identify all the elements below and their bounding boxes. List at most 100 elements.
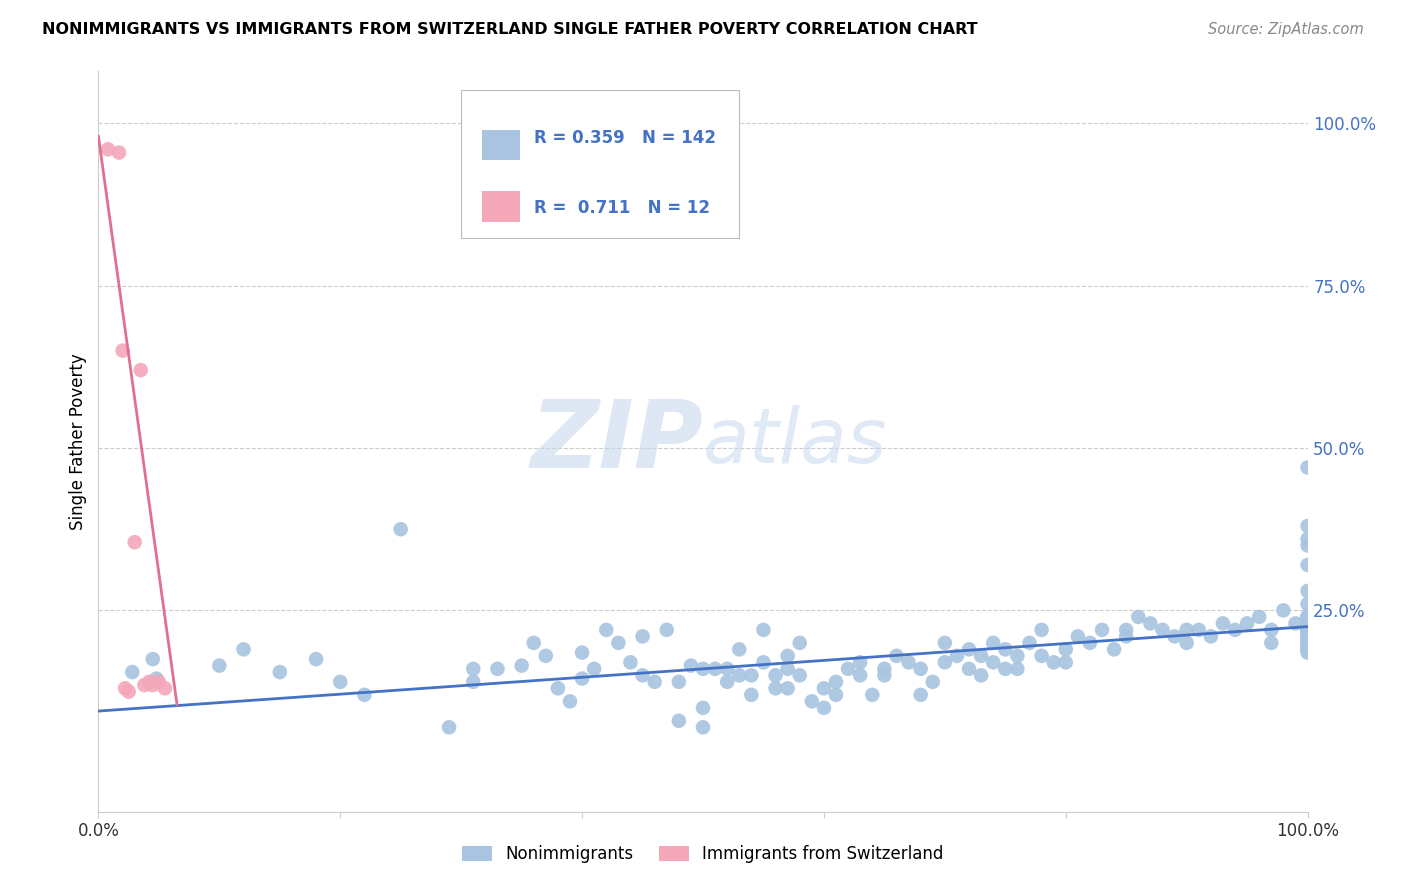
Point xyxy=(1296,632,1319,647)
Point xyxy=(138,674,160,689)
Point xyxy=(1115,623,1137,637)
Legend: Nonimmigrants, Immigrants from Switzerland: Nonimmigrants, Immigrants from Switzerla… xyxy=(456,838,950,870)
Point xyxy=(305,652,328,666)
Point xyxy=(1054,656,1077,670)
Point xyxy=(121,665,143,679)
Point xyxy=(486,662,509,676)
Point xyxy=(1296,597,1319,611)
Point xyxy=(1260,636,1282,650)
Point xyxy=(837,662,859,676)
Point xyxy=(970,668,993,682)
Point xyxy=(631,629,654,643)
Point xyxy=(118,684,141,698)
Point xyxy=(1042,656,1064,670)
Point xyxy=(679,658,702,673)
Point xyxy=(1007,662,1029,676)
Point xyxy=(1175,636,1198,650)
Point xyxy=(607,636,630,650)
Point xyxy=(1296,639,1319,653)
Point xyxy=(1296,642,1319,657)
Point xyxy=(994,642,1017,657)
Point xyxy=(142,652,165,666)
Point xyxy=(232,642,254,657)
Point xyxy=(1175,623,1198,637)
Point xyxy=(752,656,775,670)
Point xyxy=(910,688,932,702)
Point xyxy=(886,648,908,663)
Point xyxy=(1296,610,1319,624)
Point xyxy=(957,662,980,676)
Point xyxy=(595,623,617,637)
Point xyxy=(523,636,546,650)
Point xyxy=(728,668,751,682)
Point xyxy=(1163,629,1185,643)
Point xyxy=(970,648,993,663)
Point xyxy=(1199,629,1222,643)
Point xyxy=(571,646,593,660)
Point xyxy=(981,636,1004,650)
Point xyxy=(994,662,1017,676)
Text: Source: ZipAtlas.com: Source: ZipAtlas.com xyxy=(1208,22,1364,37)
Point xyxy=(655,623,678,637)
Point xyxy=(1296,636,1319,650)
Point xyxy=(1296,583,1319,598)
Point xyxy=(1296,610,1319,624)
Point xyxy=(897,656,920,670)
Point xyxy=(145,672,167,686)
Point xyxy=(1031,623,1053,637)
Point xyxy=(1091,623,1114,637)
Point xyxy=(1054,642,1077,657)
Point xyxy=(1296,532,1319,546)
Point xyxy=(1152,623,1174,637)
Point xyxy=(825,688,848,702)
Y-axis label: Single Father Poverty: Single Father Poverty xyxy=(69,353,87,530)
Point xyxy=(463,674,485,689)
Point xyxy=(873,662,896,676)
Point xyxy=(740,668,762,682)
Point xyxy=(957,642,980,657)
Point xyxy=(389,522,412,536)
Point xyxy=(1284,616,1306,631)
Point xyxy=(789,668,811,682)
Point xyxy=(97,142,120,156)
Text: NONIMMIGRANTS VS IMMIGRANTS FROM SWITZERLAND SINGLE FATHER POVERTY CORRELATION C: NONIMMIGRANTS VS IMMIGRANTS FROM SWITZER… xyxy=(42,22,977,37)
Point xyxy=(825,674,848,689)
Point xyxy=(860,688,883,702)
Point xyxy=(583,662,606,676)
Point xyxy=(716,674,738,689)
Point xyxy=(704,662,727,676)
Point xyxy=(1296,610,1319,624)
Point xyxy=(153,681,176,696)
Point xyxy=(1223,623,1246,637)
Point xyxy=(208,658,231,673)
Point xyxy=(353,688,375,702)
Point xyxy=(728,642,751,657)
Point xyxy=(558,694,581,708)
Point xyxy=(765,681,787,696)
Point xyxy=(934,636,956,650)
Point xyxy=(1296,623,1319,637)
Point xyxy=(124,535,146,549)
Point xyxy=(1296,623,1319,637)
Point xyxy=(910,662,932,676)
FancyBboxPatch shape xyxy=(461,90,740,238)
Point xyxy=(1115,629,1137,643)
Point xyxy=(1007,648,1029,663)
Point xyxy=(813,681,835,696)
Point xyxy=(1296,623,1319,637)
Point xyxy=(510,658,533,673)
Point xyxy=(1296,460,1319,475)
Point xyxy=(776,662,799,676)
Text: R = 0.359   N = 142: R = 0.359 N = 142 xyxy=(534,129,716,147)
Point xyxy=(1296,646,1319,660)
Point xyxy=(1296,519,1319,533)
Point xyxy=(1296,616,1319,631)
Point xyxy=(114,681,136,696)
Point xyxy=(1067,629,1090,643)
Point xyxy=(619,656,641,670)
Point xyxy=(668,714,690,728)
Point xyxy=(849,656,872,670)
Point xyxy=(134,678,156,692)
Point xyxy=(644,674,666,689)
Point xyxy=(269,665,291,679)
